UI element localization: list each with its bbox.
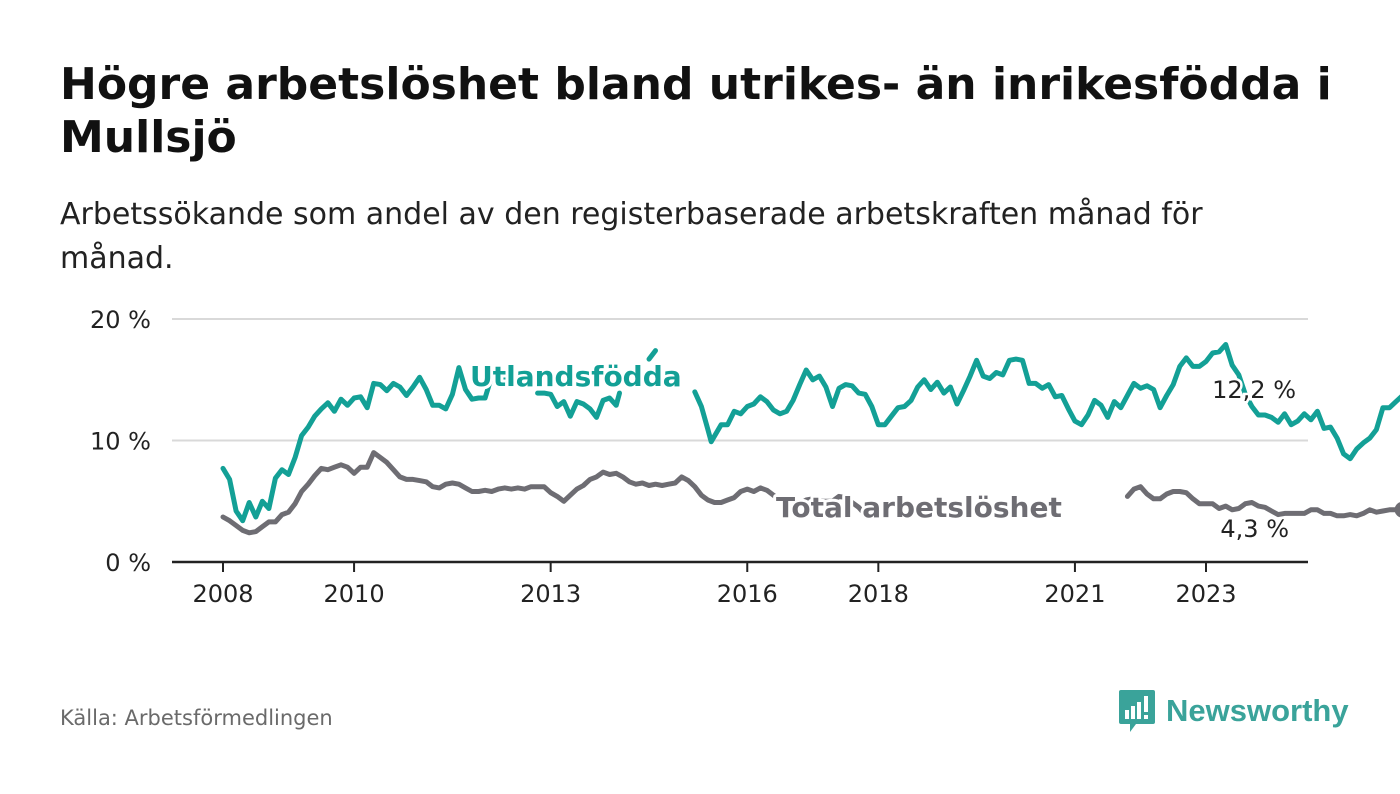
series-line-utlandsfodda bbox=[535, 390, 622, 420]
labels: Utlandsfödda Total arbetslöshet 12,2 % 4,3 … bbox=[467, 357, 1299, 546]
series-line-total bbox=[1124, 484, 1400, 519]
series-line-utlandsfodda bbox=[220, 365, 514, 524]
series-line-utlandsfodda bbox=[646, 348, 658, 362]
brand-logo[interactable]: Newsworthy bbox=[1118, 688, 1349, 734]
series-label-total: Total arbetslöshet bbox=[776, 491, 1062, 524]
line-chart: 0 %10 %20 %2008 2010 2013 2016 2018 2021 2023 … bbox=[90, 306, 1400, 608]
x-tick-label: 2016 bbox=[717, 580, 778, 608]
gridlines bbox=[172, 318, 1308, 442]
y-tick-label: 0 % bbox=[105, 549, 151, 577]
x-tick-label: 2018 bbox=[848, 580, 909, 608]
chart-title: Högre arbetslöshet bland utrikes- än inr… bbox=[60, 59, 1332, 163]
end-value-label-utlandsfodda: 12,2 % bbox=[1212, 376, 1296, 404]
newsworthy-logo-icon bbox=[1119, 690, 1155, 732]
series-line-utlandsfodda bbox=[692, 342, 1400, 462]
series bbox=[220, 342, 1400, 536]
brand-name: Newsworthy bbox=[1166, 693, 1349, 728]
x-tick-label: 2010 bbox=[324, 580, 385, 608]
series-line-total bbox=[220, 450, 868, 536]
y-tick-label: 20 % bbox=[90, 306, 151, 334]
y-tick-label: 10 % bbox=[90, 428, 151, 456]
chart-subtitle: Arbetssökande som andel av den registerb… bbox=[60, 197, 1203, 276]
x-tick-label: 2023 bbox=[1175, 580, 1236, 608]
source-note: Källa: Arbetsförmedlingen bbox=[60, 706, 333, 730]
axes: 0 % 10 % 20 % 2008 2010 2013 2016 2018 2021 2023 bbox=[90, 306, 1308, 608]
x-tick-label: 2021 bbox=[1044, 580, 1105, 608]
x-tick-label: 2013 bbox=[520, 580, 581, 608]
end-point-marker bbox=[1394, 502, 1400, 518]
end-value-label-total: 4,3 % bbox=[1220, 515, 1289, 543]
x-tick-label: 2008 bbox=[192, 580, 253, 608]
series-label-utlandsfodda: Utlandsfödda bbox=[470, 360, 682, 393]
